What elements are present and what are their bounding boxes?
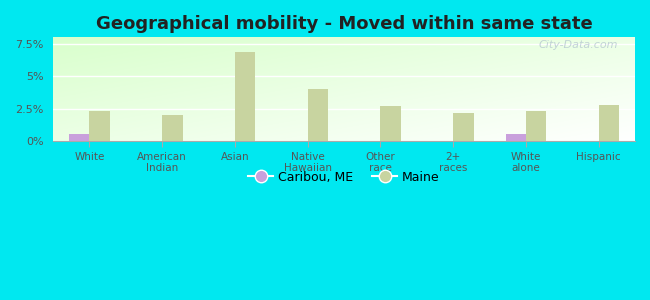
Text: City-Data.com: City-Data.com xyxy=(538,40,617,50)
Title: Geographical mobility - Moved within same state: Geographical mobility - Moved within sam… xyxy=(96,15,592,33)
Bar xyxy=(162,115,183,141)
Bar xyxy=(526,111,546,141)
Bar xyxy=(90,111,110,141)
Bar xyxy=(453,112,473,141)
Bar xyxy=(69,134,90,141)
Bar xyxy=(506,134,526,141)
Bar xyxy=(307,89,328,141)
Bar xyxy=(380,106,401,141)
Legend: Caribou, ME, Maine: Caribou, ME, Maine xyxy=(243,166,445,189)
Bar xyxy=(235,52,255,141)
Bar xyxy=(599,105,619,141)
